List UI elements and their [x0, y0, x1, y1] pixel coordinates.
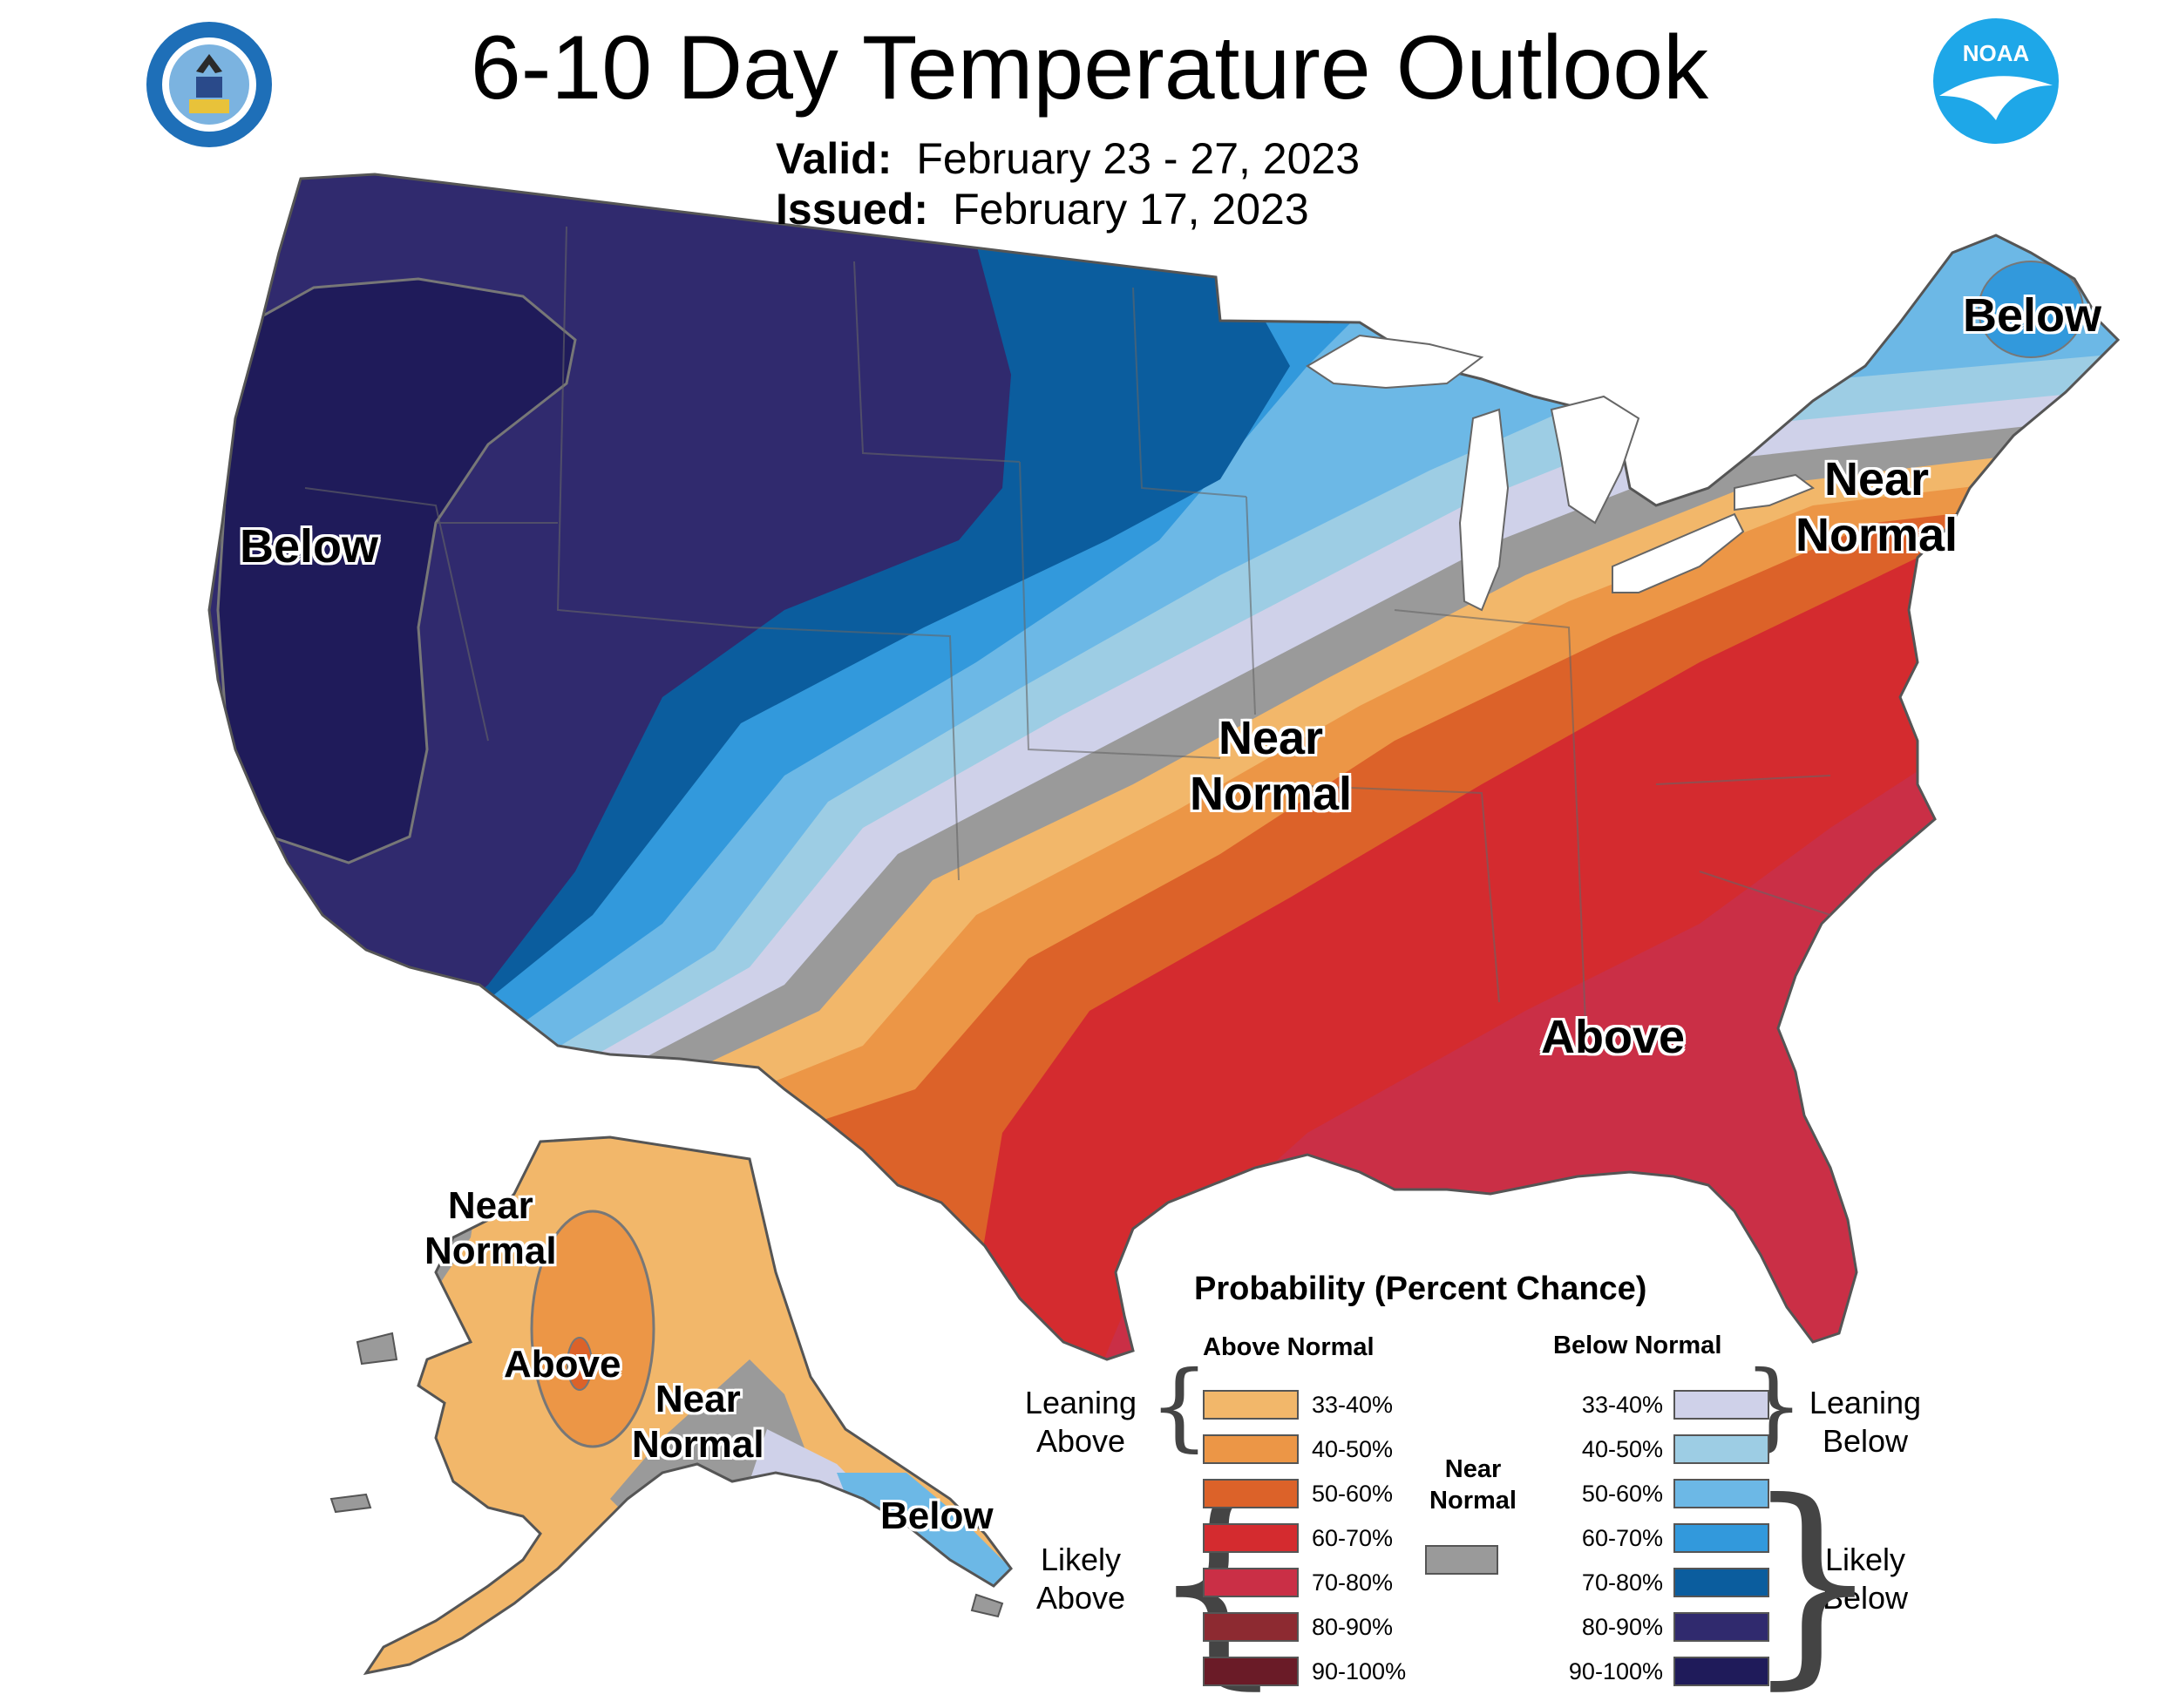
commerce-seal-icon	[146, 22, 272, 147]
region-label-maine-below: Below	[1963, 289, 2102, 342]
northeast-near-line2: Normal	[1795, 509, 1958, 561]
northeast-near-line1: Near	[1823, 453, 1930, 505]
noaa-logo-text: NOAA	[1963, 40, 2030, 66]
central-near-line1: Near	[1218, 712, 1324, 764]
noaa-logo-icon: NOAA	[1933, 18, 2059, 144]
ak-nw-near-line2: Normal	[424, 1230, 557, 1272]
issued-date: Issued: February 17, 2023	[776, 183, 1309, 235]
ak-se-near-line1: Near	[655, 1378, 741, 1420]
ak-se-near-line2: Normal	[632, 1423, 764, 1466]
region-label-southeast-above: Above	[1541, 1011, 1686, 1063]
issued-value: February 17, 2023	[953, 185, 1309, 234]
region-label-ak-nw-near: Near Normal	[424, 1183, 557, 1274]
region-label-ak-panhandle-below: Below	[880, 1494, 994, 1537]
region-label-ak-se-near: Near Normal	[632, 1377, 764, 1467]
valid-value: February 23 - 27, 2023	[916, 134, 1361, 183]
central-near-line2: Normal	[1190, 768, 1353, 820]
region-label-northeast-near: Near Normal	[1795, 451, 1958, 563]
region-label-ak-above: Above	[504, 1343, 621, 1386]
page-title: 6-10 Day Temperature Outlook	[470, 17, 1709, 119]
region-label-central-near: Near Normal	[1190, 710, 1352, 822]
ak-nw-near-line1: Near	[447, 1184, 533, 1227]
valid-label: Valid:	[776, 134, 893, 183]
valid-dates: Valid: February 23 - 27, 2023	[776, 132, 1360, 185]
region-label-west-below: Below	[240, 520, 379, 573]
issued-label: Issued:	[776, 185, 929, 234]
